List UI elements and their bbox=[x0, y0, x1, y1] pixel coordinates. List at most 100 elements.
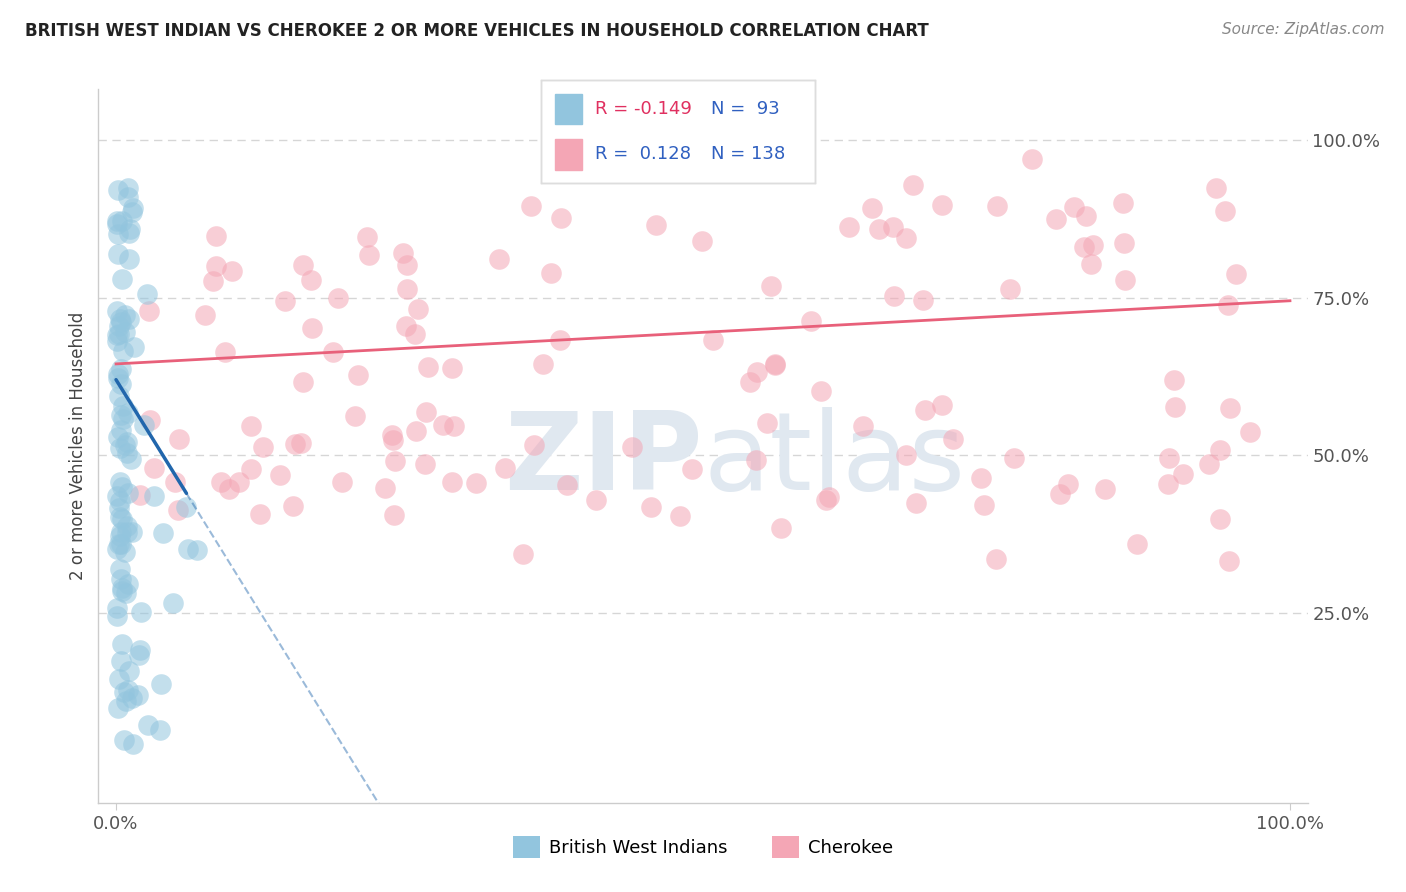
Point bbox=[120, 222, 142, 236]
Bar bbox=[555, 139, 582, 169]
Point bbox=[117, 406, 139, 420]
Point bbox=[105, 304, 128, 318]
Point bbox=[121, 737, 143, 751]
Point bbox=[118, 665, 141, 679]
Point bbox=[129, 605, 152, 619]
Point bbox=[894, 448, 917, 462]
Point bbox=[111, 399, 134, 413]
Point bbox=[1208, 511, 1230, 525]
Point bbox=[110, 573, 132, 587]
Point bbox=[110, 494, 132, 508]
Point bbox=[326, 291, 349, 305]
Point bbox=[347, 368, 370, 383]
Point bbox=[1225, 267, 1247, 281]
Point bbox=[810, 384, 832, 398]
Point bbox=[540, 266, 562, 280]
Point bbox=[396, 258, 419, 272]
Point bbox=[763, 357, 786, 371]
Point bbox=[108, 312, 131, 326]
Point bbox=[128, 648, 150, 662]
Point bbox=[139, 412, 162, 426]
Point bbox=[1002, 450, 1025, 465]
Point bbox=[111, 214, 134, 228]
Point bbox=[818, 490, 841, 504]
Point bbox=[115, 525, 138, 540]
Point bbox=[136, 287, 159, 301]
Point bbox=[228, 475, 250, 489]
Point bbox=[413, 457, 436, 471]
Point bbox=[1057, 477, 1080, 491]
Point bbox=[332, 475, 354, 490]
Point bbox=[585, 492, 607, 507]
Point bbox=[931, 398, 953, 412]
Point bbox=[799, 314, 821, 328]
Point bbox=[110, 475, 132, 489]
Point bbox=[115, 694, 138, 708]
Point bbox=[1049, 486, 1071, 500]
Point bbox=[114, 438, 136, 452]
Point bbox=[904, 495, 927, 509]
Point bbox=[108, 537, 131, 551]
Point bbox=[868, 221, 890, 235]
Point bbox=[148, 723, 170, 738]
Point bbox=[644, 218, 666, 232]
Point bbox=[117, 683, 139, 698]
Point bbox=[111, 480, 134, 494]
Point bbox=[406, 302, 429, 317]
Point bbox=[1156, 476, 1178, 491]
Point bbox=[883, 289, 905, 303]
Bar bbox=[555, 94, 582, 124]
Point bbox=[111, 411, 134, 425]
Point bbox=[107, 183, 129, 197]
Point bbox=[117, 181, 139, 195]
Point bbox=[110, 315, 132, 329]
Point bbox=[107, 371, 129, 385]
Point bbox=[1198, 457, 1220, 471]
Point bbox=[343, 409, 366, 424]
Point bbox=[121, 690, 143, 705]
Point bbox=[105, 334, 128, 348]
Point bbox=[882, 220, 904, 235]
Point bbox=[107, 430, 129, 444]
Point bbox=[931, 198, 953, 212]
Point bbox=[1171, 467, 1194, 481]
Y-axis label: 2 or more Vehicles in Household: 2 or more Vehicles in Household bbox=[69, 312, 87, 580]
Point bbox=[432, 417, 454, 432]
Point bbox=[1080, 257, 1102, 271]
Point bbox=[111, 272, 134, 286]
Point bbox=[252, 440, 274, 454]
Point bbox=[107, 389, 129, 403]
Point bbox=[136, 718, 159, 732]
Point bbox=[860, 201, 883, 215]
Point bbox=[381, 433, 404, 447]
Point bbox=[105, 217, 128, 231]
Point bbox=[1219, 401, 1241, 415]
Point bbox=[142, 489, 165, 503]
Point bbox=[152, 525, 174, 540]
Point bbox=[105, 214, 128, 228]
Point bbox=[384, 453, 406, 467]
Point bbox=[108, 672, 131, 686]
Point bbox=[121, 524, 143, 539]
Point bbox=[702, 334, 724, 348]
Point bbox=[405, 424, 427, 438]
Point bbox=[105, 328, 128, 343]
Point bbox=[550, 211, 572, 225]
Legend: British West Indians, Cherokee: British West Indians, Cherokee bbox=[505, 829, 901, 865]
Point bbox=[912, 293, 935, 308]
Point bbox=[107, 367, 129, 381]
Point bbox=[814, 493, 837, 508]
Point bbox=[138, 304, 160, 318]
Text: BRITISH WEST INDIAN VS CHEROKEE 2 OR MORE VEHICLES IN HOUSEHOLD CORRELATION CHAR: BRITISH WEST INDIAN VS CHEROKEE 2 OR MOR… bbox=[25, 22, 929, 40]
Point bbox=[177, 541, 200, 556]
Point bbox=[110, 637, 132, 651]
Point bbox=[531, 358, 554, 372]
Point bbox=[121, 202, 143, 216]
Point bbox=[111, 512, 134, 526]
Point bbox=[443, 419, 465, 434]
Point bbox=[747, 365, 769, 379]
Point bbox=[110, 423, 132, 437]
Point bbox=[299, 273, 322, 287]
Point bbox=[114, 685, 136, 699]
Point bbox=[110, 537, 132, 551]
